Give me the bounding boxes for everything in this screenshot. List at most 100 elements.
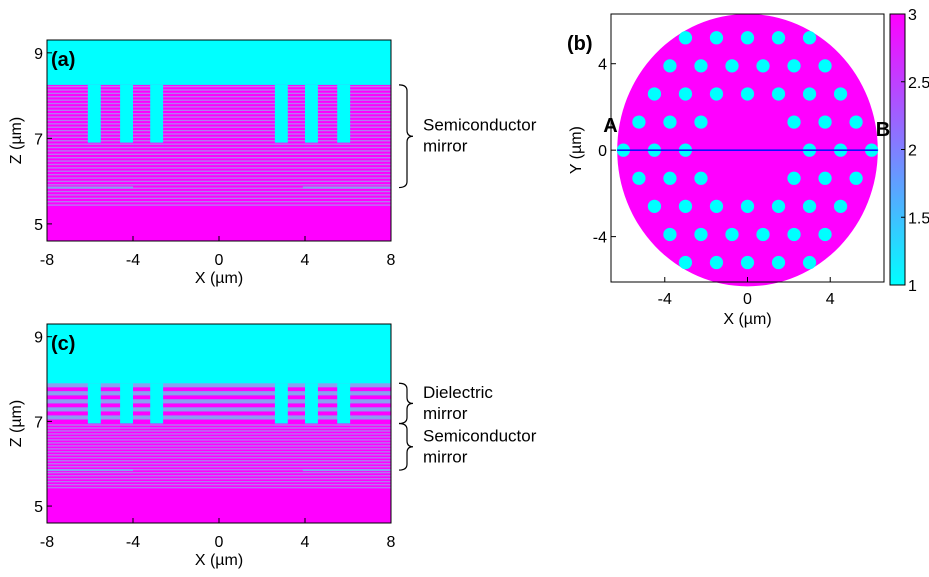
hole: [802, 31, 817, 45]
panel-b: (b) 4 0 -4 -4 0 4 X (µm) Y (µm) A B 3 2.5 2 1.5…: [567, 7, 929, 328]
colorbar: 3 2.5 2 1.5 1: [889, 7, 929, 295]
dielectric-layer-high: [47, 383, 391, 388]
mirror-layer: [47, 451, 391, 453]
brace-label: Semiconductor: [423, 116, 537, 135]
mirror-layer: [47, 430, 391, 432]
y-tick-label: -4: [593, 230, 607, 247]
mirror-layer: [47, 442, 391, 444]
mirror-layer: [47, 457, 391, 459]
mirror-layer: [47, 469, 391, 471]
hole: [787, 171, 801, 185]
hole: [740, 31, 755, 45]
hole: [833, 87, 848, 101]
x-tick-label: 4: [826, 291, 835, 308]
y-axis-ticks: 4 0 -4: [593, 57, 616, 247]
x-tick-label: 8: [387, 252, 396, 269]
mirror-layer: [47, 167, 391, 169]
hole: [678, 255, 693, 270]
y-tick-label: 9: [34, 46, 43, 63]
hole: [678, 199, 693, 213]
mirror-layer: [47, 89, 391, 91]
mirror-layer: [47, 460, 391, 462]
mirror-layer: [47, 180, 391, 183]
etched-hole: [150, 84, 164, 143]
x-tick-label: -8: [40, 252, 54, 269]
x-tick-label: 0: [743, 291, 752, 308]
mirror-layer: [47, 475, 391, 477]
etched-hole: [305, 84, 318, 143]
mirror-layer: [47, 123, 391, 125]
brace: [398, 84, 414, 189]
y-axis-label: Z (µm): [8, 117, 25, 164]
hole: [771, 87, 786, 101]
mirror-layer: [47, 129, 391, 132]
y-tick-label: 5: [34, 217, 43, 234]
colorbar-tick-label: 2.5: [908, 75, 929, 92]
etched-hole: [274, 84, 288, 143]
x-tick-label: -8: [40, 534, 54, 551]
dielectric-layer-high: [47, 415, 391, 420]
mirror-layer: [47, 445, 391, 447]
mirror-layer: [47, 477, 391, 480]
mirror-layer: [47, 433, 391, 435]
panel-c: (c) 5 7 9 -8 -4 0 4 8 X (µm) Z (µm) Dielectric…: [8, 323, 537, 569]
y-tick-label: 9: [34, 330, 43, 347]
y-tick-label: 7: [34, 131, 43, 148]
mirror-layer: [47, 173, 391, 176]
hole: [709, 31, 724, 45]
x-axis-ticks: -4 0 4: [658, 277, 835, 308]
y-axis-ticks: 5 7 9: [34, 330, 52, 516]
mirror-layer: [47, 204, 391, 206]
mirror-layer: [47, 463, 391, 465]
plot-area: [46, 323, 392, 524]
brace-annotations: Semiconductor mirror: [398, 84, 537, 189]
etched-hole: [87, 84, 101, 143]
etched-hole: [150, 383, 164, 424]
mirror-layer: [47, 454, 391, 456]
hole: [802, 199, 817, 213]
mirror-layer: [47, 99, 391, 101]
mirror-layer: [47, 143, 391, 145]
y-axis-label: Y (µm): [568, 126, 585, 174]
brace-label: Dielectric: [423, 383, 493, 402]
mirror-layer: [47, 170, 391, 172]
mirror-layer: [47, 427, 391, 429]
mirror-layer: [47, 140, 391, 142]
hole: [802, 87, 817, 101]
dielectric-layer-low: [47, 403, 391, 408]
y-axis-label: Z (µm): [8, 400, 25, 447]
hole: [818, 171, 832, 185]
colorbar-tick-label: 1.5: [908, 210, 929, 227]
dielectric-layer-high: [47, 391, 391, 396]
etched-hole: [120, 84, 133, 143]
y-axis-ticks: 5 7 9: [34, 46, 52, 234]
mirror-layer: [47, 472, 391, 474]
hole: [802, 255, 817, 270]
mirror-layer: [47, 146, 391, 149]
hole: [632, 171, 646, 185]
mirror-layer: [47, 150, 391, 152]
y-tick-label: 7: [34, 414, 43, 431]
hole: [725, 227, 739, 242]
mirror-layer: [47, 119, 391, 122]
hole: [694, 227, 708, 242]
hole: [678, 87, 693, 101]
mirror-layer: [47, 436, 391, 438]
plot-area: [46, 39, 392, 242]
etched-hole: [337, 383, 351, 424]
x-axis-ticks: -8 -4 0 4 8: [40, 236, 396, 269]
y-tick-label: 4: [598, 57, 607, 74]
y-tick-label: 5: [34, 499, 43, 516]
y-tick-label: 0: [598, 143, 607, 160]
x-tick-label: 8: [387, 534, 396, 551]
mirror-layer: [47, 136, 391, 139]
hole: [694, 59, 708, 73]
hole: [663, 227, 677, 242]
mirror-layer: [47, 480, 391, 483]
mirror-layer: [47, 466, 391, 468]
hole: [740, 199, 755, 213]
etched-holes: [87, 383, 351, 424]
mirror-layer: [47, 85, 391, 88]
x-tick-label: 0: [215, 534, 224, 551]
